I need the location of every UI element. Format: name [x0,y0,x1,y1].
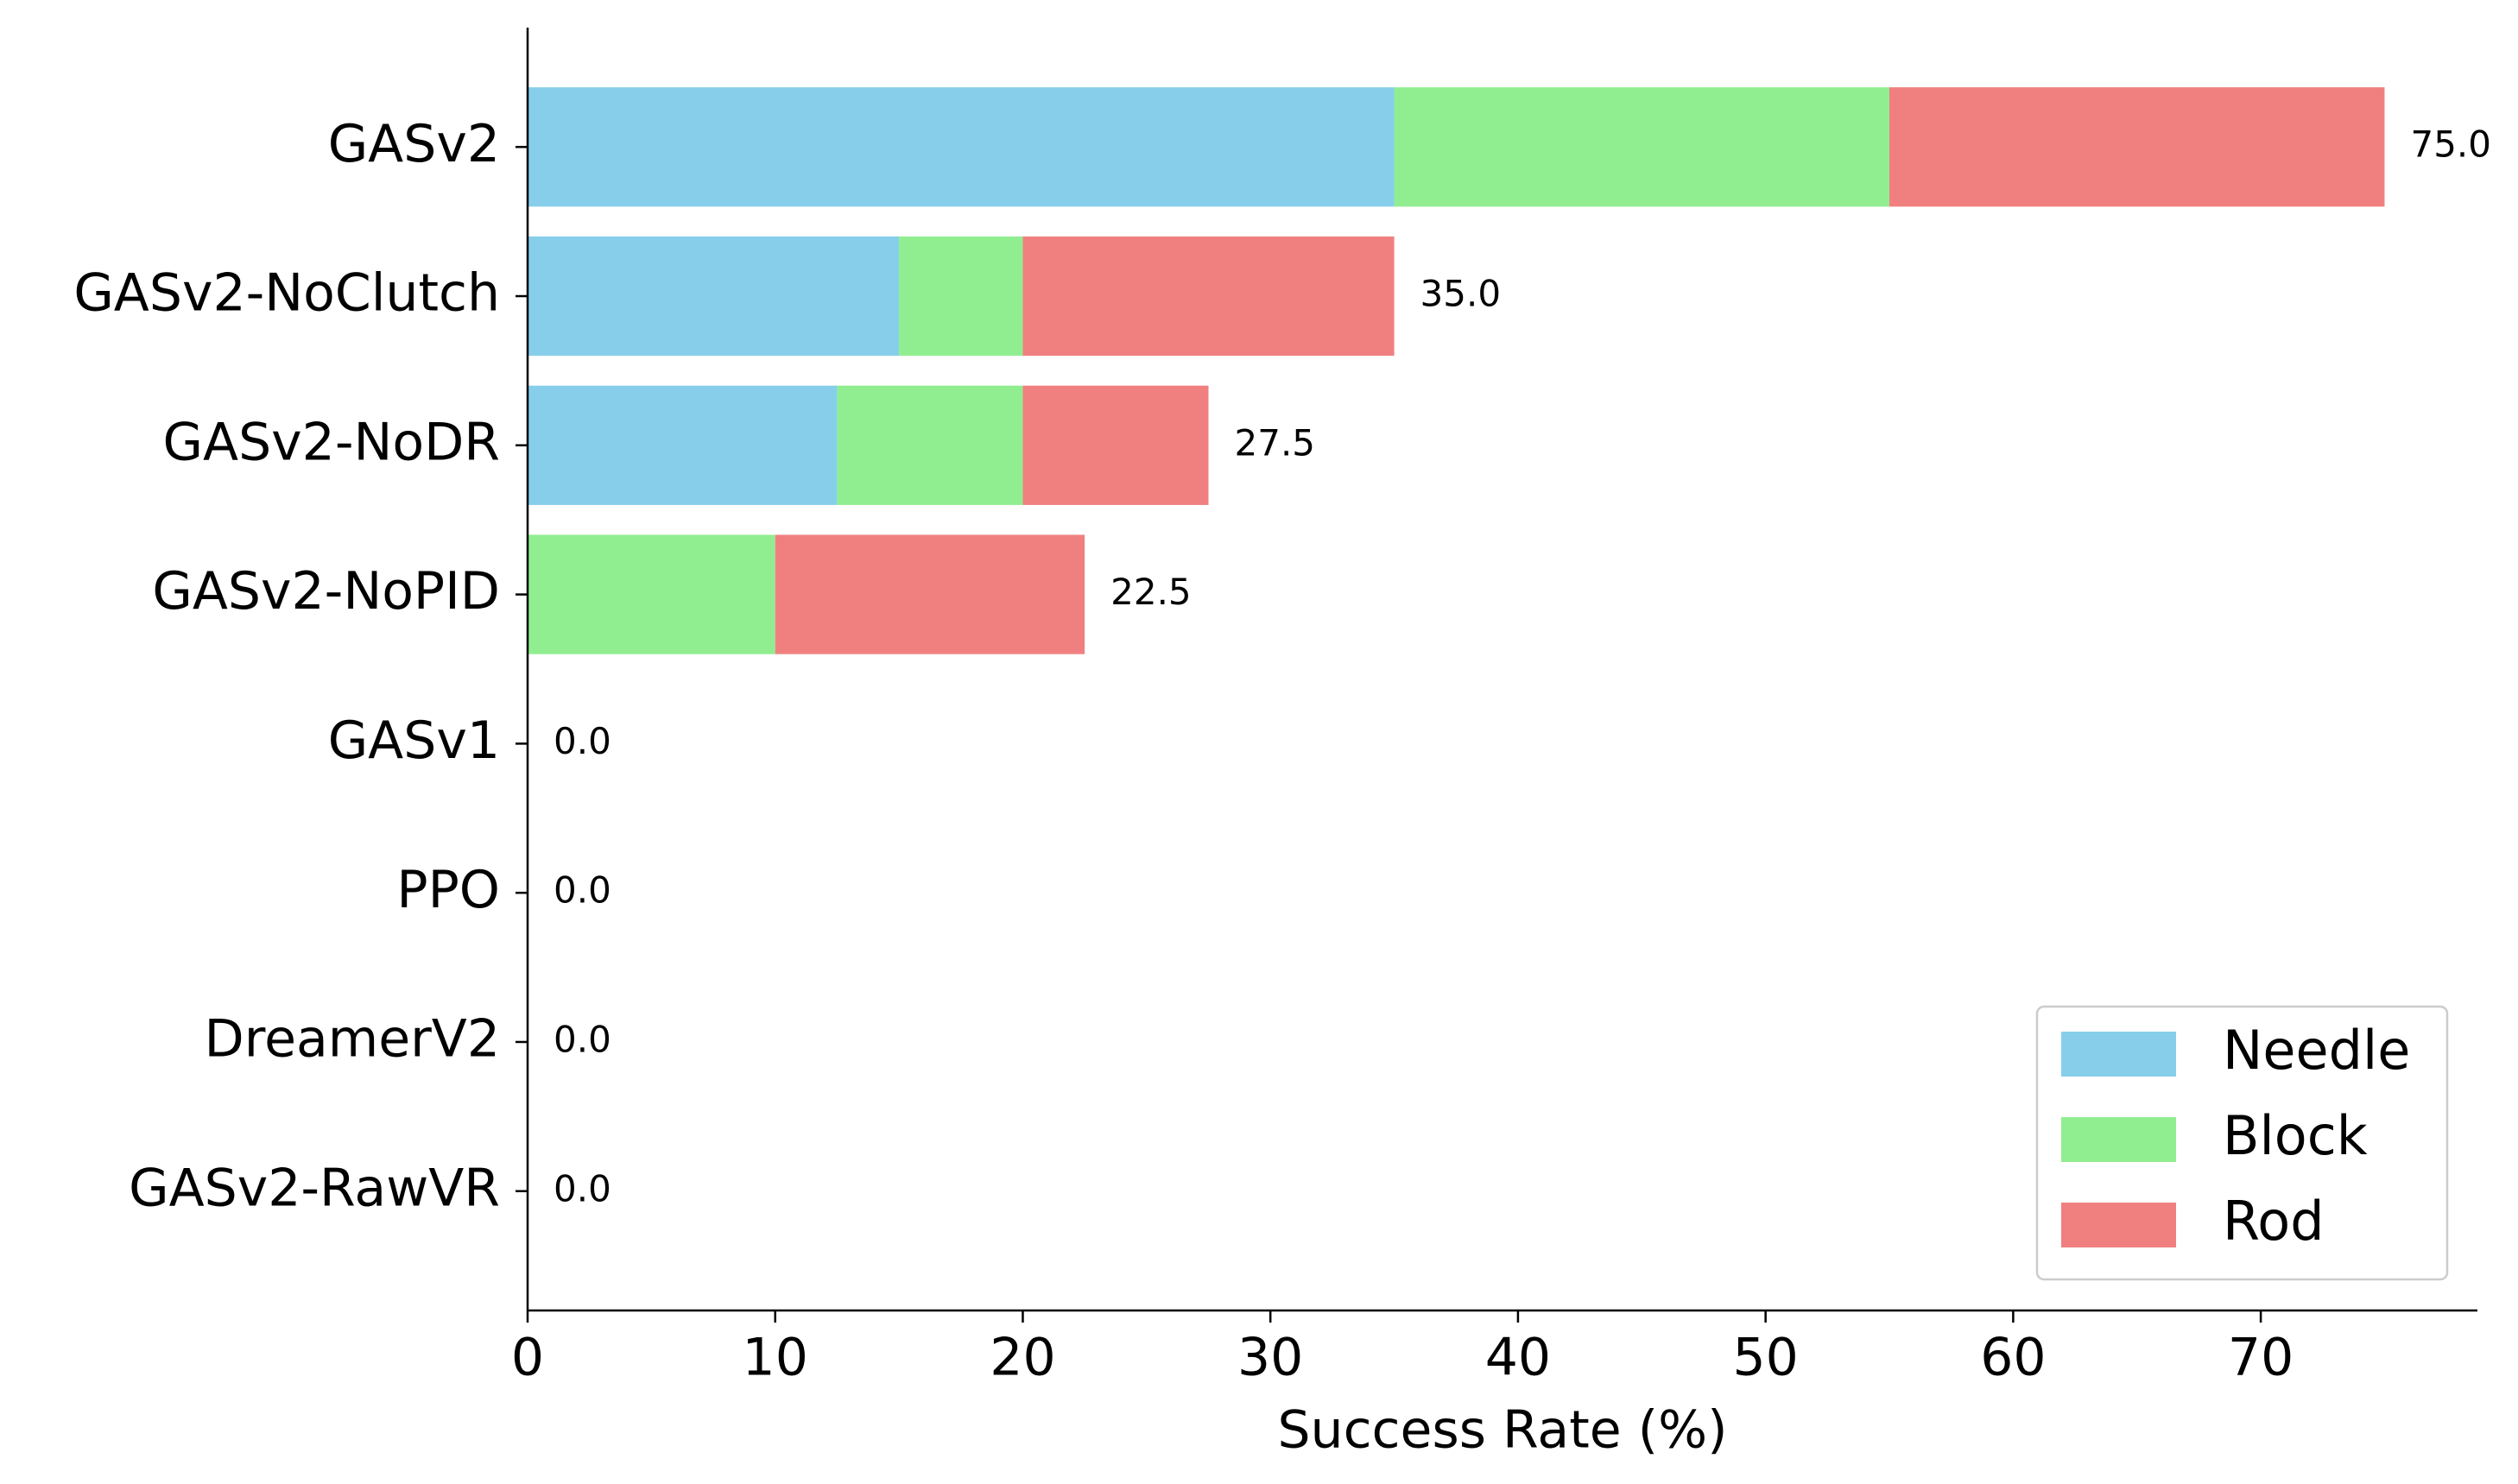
value-label: 27.5 [1235,421,1316,464]
legend-label: Needle [2223,1019,2410,1082]
bar-segment [528,385,838,505]
legend-swatch [2061,1203,2176,1247]
bar-segment [899,236,1023,357]
y-tick-label: GASv2-NoClutch [73,263,500,324]
legend-label: Block [2223,1104,2368,1167]
y-tick-label: DreamerV2 [205,1009,500,1070]
value-label: 75.0 [2410,123,2491,166]
legend-label: Rod [2223,1190,2325,1253]
x-tick-label: 20 [990,1328,1055,1388]
value-label: 0.0 [554,720,611,762]
x-tick-label: 50 [1732,1328,1798,1388]
y-tick-label: GASv2-RawVR [129,1158,500,1218]
bar-segment [775,534,1085,654]
value-label: 0.0 [554,869,611,912]
bar-segment [1889,87,2385,207]
x-axis-label: Success Rate (%) [1277,1400,1727,1461]
value-label: 0.0 [554,1167,611,1209]
bar-segment [528,534,775,654]
x-tick-label: 30 [1237,1328,1303,1388]
x-tick-label: 40 [1485,1328,1551,1388]
y-tick-label: GASv2 [328,114,500,174]
legend-swatch [2061,1032,2176,1077]
x-tick-label: 0 [511,1328,544,1388]
bar-segment [1022,385,1209,505]
legend-swatch [2061,1117,2176,1162]
value-label: 22.5 [1110,571,1192,613]
bar-segment [837,385,1023,505]
y-tick-label: GASv1 [328,710,500,771]
x-tick-label: 60 [1980,1328,2046,1388]
bar-segment [528,236,900,357]
y-tick-label: PPO [396,860,500,920]
value-label: 0.0 [554,1018,611,1060]
bar-segment [1394,87,1890,207]
y-tick-label: GASv2-NoDR [163,412,500,472]
bar-segment [528,87,1395,207]
x-tick-label: 70 [2228,1328,2293,1388]
y-tick-label: GASv2-NoPID [152,561,500,622]
x-tick-label: 10 [743,1328,808,1388]
value-label: 35.0 [1420,273,1502,315]
bar-segment [1022,236,1395,357]
